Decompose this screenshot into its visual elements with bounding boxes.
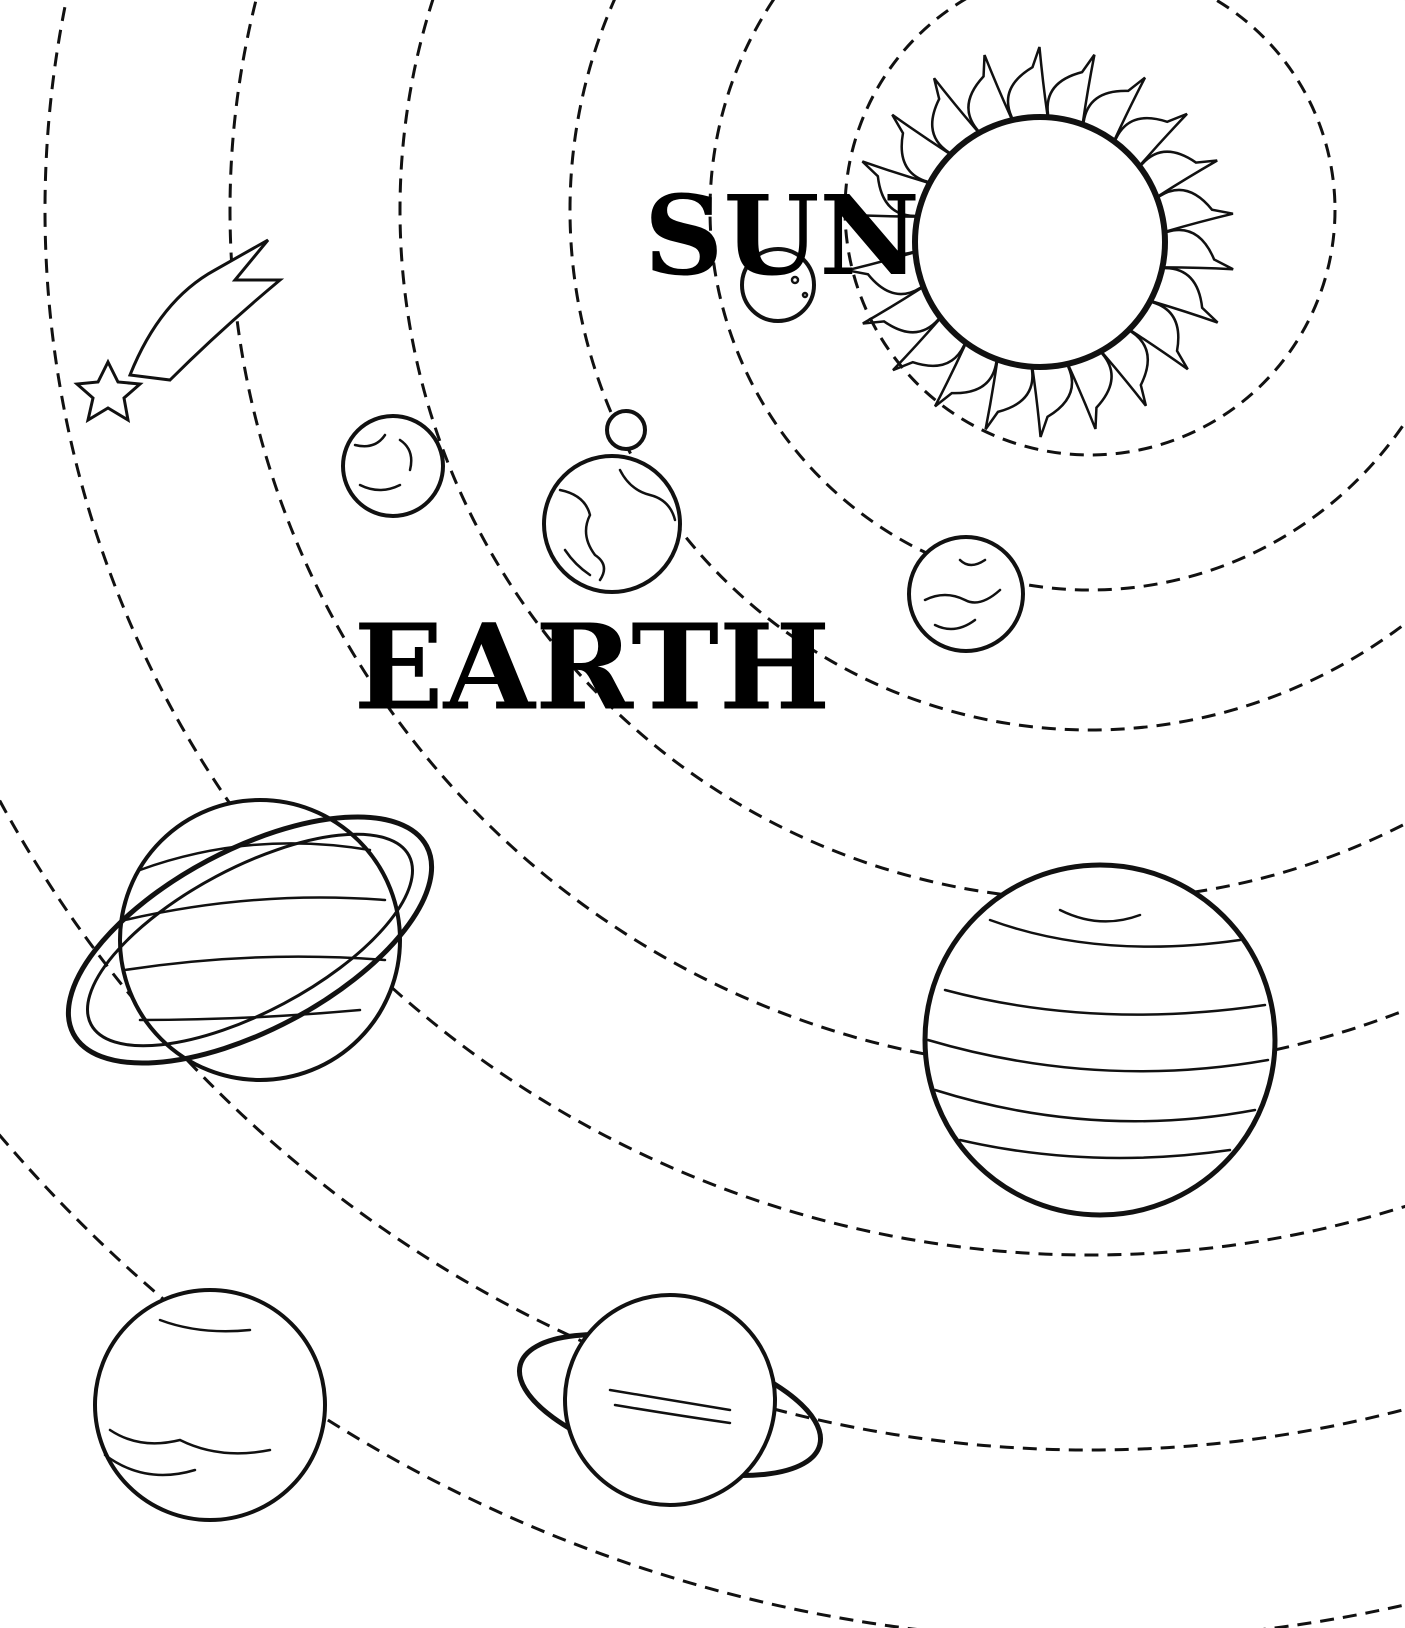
jupiter (922, 862, 1278, 1218)
sun-ray (933, 344, 998, 408)
sun-ray (1101, 330, 1149, 407)
mercury (740, 247, 816, 323)
sun-ray (1114, 112, 1188, 166)
comet-tail (127, 238, 285, 382)
moon-body (605, 409, 647, 451)
sun-ray (846, 251, 922, 296)
sun-ray (1151, 266, 1219, 324)
sun-ray (1164, 228, 1234, 271)
sun-ray (1140, 150, 1218, 197)
orbit (843, 0, 1337, 457)
sun-ray (1006, 46, 1049, 119)
sun-ray (1031, 365, 1074, 438)
sun-ray (984, 361, 1034, 430)
comet (73, 238, 285, 424)
moon (605, 409, 647, 451)
comet-star (73, 358, 144, 424)
mars-body (341, 414, 445, 518)
orbit (568, 0, 1405, 732)
orbit (228, 0, 1405, 1072)
sun-ray (891, 113, 950, 183)
venus-body (907, 535, 1025, 653)
sun-ray (862, 287, 940, 334)
sun-ray (846, 213, 916, 256)
orbit (43, 0, 1405, 1257)
neptune (516, 1293, 824, 1507)
sun-rays (846, 46, 1234, 438)
saturn-ring (65, 814, 435, 1066)
uranus-body (93, 1288, 327, 1522)
sun-ray (1046, 54, 1096, 123)
sun-ray (1067, 352, 1113, 430)
uranus (93, 1288, 327, 1522)
sun-ray (861, 160, 929, 218)
sun (846, 46, 1234, 438)
earth-label: EARTH (354, 598, 831, 737)
saturn-body (118, 798, 402, 1082)
sun-label: SUN (644, 171, 920, 300)
mercury-body (740, 247, 816, 323)
sun-ray (1082, 76, 1147, 140)
jupiter-body (922, 862, 1278, 1218)
sun-ray (892, 318, 966, 372)
sun-ray (967, 54, 1013, 132)
saturn-ring-inner (86, 832, 414, 1048)
earth (542, 454, 682, 594)
sun-ray (1158, 188, 1234, 233)
sun-ray (931, 77, 979, 154)
earth-body (542, 454, 682, 594)
sun-disc (912, 114, 1168, 370)
saturn (65, 798, 435, 1082)
venus (907, 535, 1025, 653)
mars (341, 414, 445, 518)
sun-ray (1130, 301, 1189, 371)
